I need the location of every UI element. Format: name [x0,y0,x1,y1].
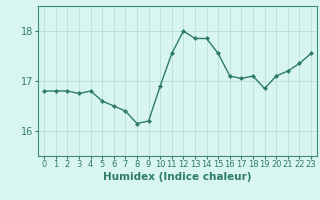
X-axis label: Humidex (Indice chaleur): Humidex (Indice chaleur) [103,172,252,182]
